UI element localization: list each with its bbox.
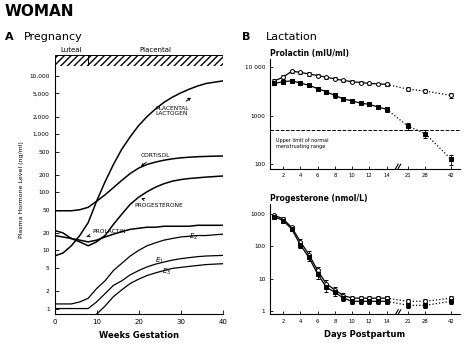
X-axis label: Weeks Gestation: Weeks Gestation — [99, 331, 179, 340]
Text: Luteal: Luteal — [61, 48, 82, 54]
Text: Prolactin (mIU/ml): Prolactin (mIU/ml) — [270, 49, 349, 58]
Text: PROGESTERONE: PROGESTERONE — [135, 198, 183, 208]
Text: $E_1$: $E_1$ — [155, 256, 164, 266]
Text: CORTISOL: CORTISOL — [141, 153, 170, 166]
X-axis label: Days Postpartum: Days Postpartum — [324, 329, 406, 339]
Text: Progesterone (nmol/L): Progesterone (nmol/L) — [270, 194, 368, 203]
Text: $E_3$: $E_3$ — [162, 267, 171, 277]
Text: PROLACTIN: PROLACTIN — [87, 229, 126, 237]
Text: A: A — [5, 32, 13, 42]
Text: Lactation: Lactation — [265, 32, 317, 42]
Text: Placental: Placental — [139, 48, 172, 54]
Text: Pregnancy: Pregnancy — [24, 32, 82, 42]
Text: PLACENTAL
LACTOGEN: PLACENTAL LACTOGEN — [155, 98, 190, 116]
Text: WOMAN: WOMAN — [5, 4, 74, 18]
Bar — [88, 55, 223, 66]
Bar — [55, 55, 88, 66]
Y-axis label: Plasma Hormone Level (ng/ml): Plasma Hormone Level (ng/ml) — [18, 142, 24, 238]
Text: Upper limit of normal
menstruating range: Upper limit of normal menstruating range — [276, 138, 328, 149]
Text: B: B — [242, 32, 250, 42]
Text: $E_2$: $E_2$ — [189, 232, 198, 242]
